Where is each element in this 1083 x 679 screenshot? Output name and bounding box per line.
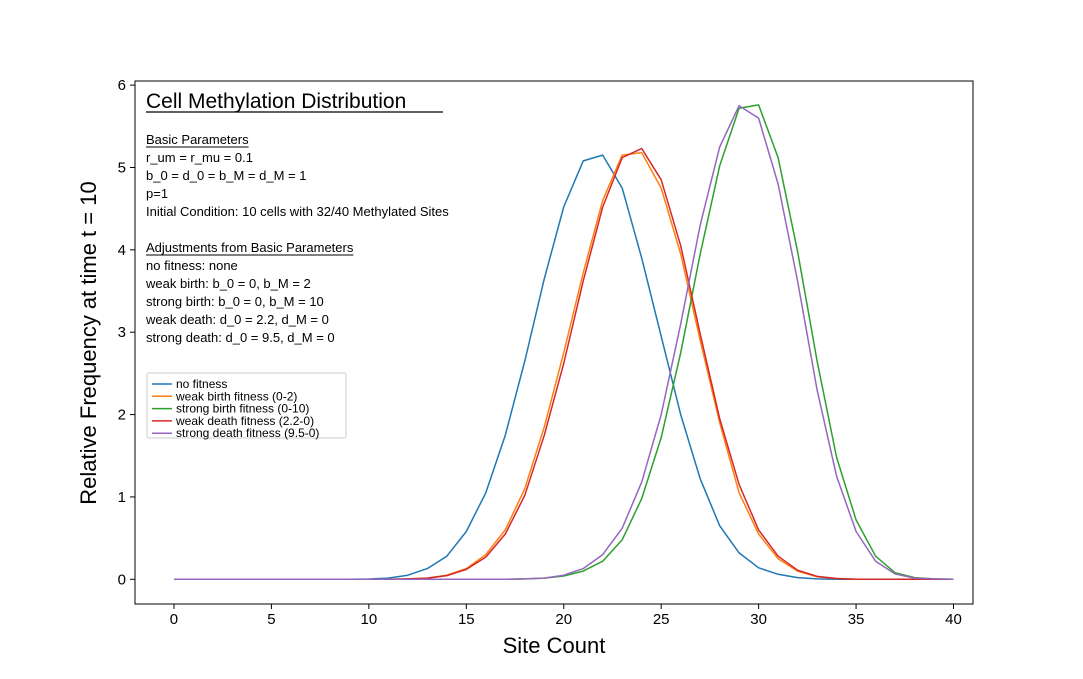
x-axis-label: Site Count — [503, 633, 606, 658]
y-tick-label: 4 — [118, 242, 126, 259]
x-tick-label: 0 — [170, 611, 178, 628]
plot-frame — [134, 80, 974, 605]
legend-label: no fitness — [176, 377, 227, 391]
legend-label: strong birth fitness (0-10) — [176, 402, 309, 416]
legend-label: weak birth fitness (0-2) — [175, 389, 297, 403]
x-tick-label: 40 — [945, 611, 962, 628]
adjustments-line: strong birth: b_0 = 0, b_M = 10 — [146, 294, 324, 309]
y-tick-label: 5 — [118, 159, 126, 176]
x-tick-label: 5 — [267, 611, 275, 628]
basic-parameters-header: Basic Parameters — [146, 132, 249, 147]
adjustments-line: strong death: d_0 = 9.5, d_M = 0 — [146, 330, 335, 345]
x-tick-label: 15 — [458, 611, 475, 628]
x-tick-label: 10 — [361, 611, 378, 628]
basic-parameters-line: Initial Condition: 10 cells with 32/40 M… — [146, 204, 449, 219]
adjustments-line: no fitness: none — [146, 258, 238, 273]
legend-label: strong death fitness (9.5-0) — [176, 426, 319, 440]
x-tick-label: 20 — [555, 611, 572, 628]
axes: 0 5 10 15 20 25 30 35 40 0 1 2 3 4 5 6 — [118, 77, 962, 628]
x-tick-label: 35 — [848, 611, 865, 628]
adjustments-line: weak birth: b_0 = 0, b_M = 2 — [145, 276, 311, 291]
series-line-strong-death-fitness-9-5-0 — [174, 104, 954, 581]
y-tick-label: 6 — [118, 77, 126, 94]
x-tick-label: 30 — [750, 611, 767, 628]
chart-title: Cell Methylation Distribution — [146, 90, 406, 113]
annotation-block: Basic Parameters r_um = r_mu = 0.1 b_0 = d… — [145, 132, 449, 345]
adjustments-header: Adjustments from Basic Parameters — [146, 240, 354, 255]
x-tick-label: 25 — [653, 611, 670, 628]
legend-frame — [146, 372, 347, 439]
adjustments-line: weak death: d_0 = 2.2, d_M = 0 — [145, 312, 329, 327]
basic-parameters-line: b_0 = d_0 = b_M = d_M = 1 — [146, 168, 306, 183]
basic-parameters-line: r_um = r_mu = 0.1 — [146, 150, 253, 165]
y-tick-label: 2 — [118, 407, 126, 424]
y-tick-label: 1 — [118, 489, 126, 506]
basic-parameters-line: p=1 — [146, 186, 168, 201]
y-tick-label: 3 — [118, 324, 126, 341]
y-axis-label: Relative Frequency at time t = 10 — [76, 181, 101, 504]
y-tick-label: 0 — [118, 571, 126, 588]
series-layer — [174, 104, 954, 581]
legend-label: weak death fitness (2.2-0) — [175, 414, 314, 428]
